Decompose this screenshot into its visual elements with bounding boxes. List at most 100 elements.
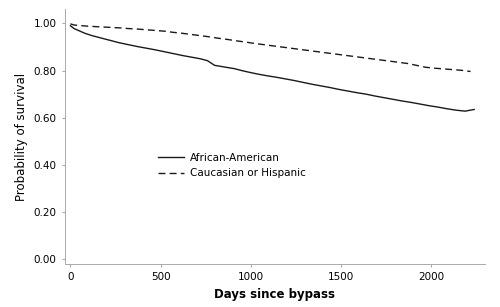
Caucasian or Hispanic [68, 22, 73, 26]
African-American [68, 24, 73, 28]
African-American [219, 65, 225, 68]
African-American [381, 96, 387, 99]
African-American [453, 108, 459, 112]
Caucasian or Hispanic [116, 26, 122, 30]
Caucasian or Hispanic [296, 48, 302, 51]
African-American [300, 80, 306, 84]
Caucasian or Hispanic [242, 40, 248, 44]
Caucasian or Hispanic [332, 52, 338, 56]
African-American [273, 75, 279, 79]
African-American [179, 54, 185, 57]
Caucasian or Hispanic [197, 34, 203, 37]
Caucasian or Hispanic [260, 43, 266, 46]
Caucasian or Hispanic [89, 25, 95, 28]
African-American [417, 102, 423, 106]
African-American [188, 55, 194, 59]
African-American [116, 41, 122, 45]
African-American [426, 104, 432, 107]
Caucasian or Hispanic [396, 60, 402, 64]
African-American [197, 57, 203, 60]
Line: African-American: African-American [70, 26, 474, 111]
African-American [255, 72, 261, 76]
Caucasian or Hispanic [278, 45, 284, 49]
Caucasian or Hispanic [404, 62, 410, 65]
Caucasian or Hispanic [314, 50, 320, 53]
African-American [89, 34, 95, 37]
Caucasian or Hispanic [350, 55, 356, 58]
African-American [246, 70, 252, 74]
Caucasian or Hispanic [233, 39, 239, 43]
African-American [399, 99, 405, 103]
African-American [264, 74, 270, 78]
Caucasian or Hispanic [215, 37, 221, 40]
Caucasian or Hispanic [440, 67, 446, 71]
African-American [291, 79, 297, 82]
X-axis label: Days since bypass: Days since bypass [214, 288, 336, 301]
African-American [125, 43, 131, 46]
Caucasian or Hispanic [179, 31, 185, 35]
African-American [232, 67, 237, 71]
African-American [152, 48, 158, 52]
Legend: African-American, Caucasian or Hispanic: African-American, Caucasian or Hispanic [154, 149, 310, 182]
African-American [345, 89, 351, 93]
Caucasian or Hispanic [288, 46, 294, 50]
Caucasian or Hispanic [224, 37, 230, 41]
African-American [238, 69, 244, 72]
Caucasian or Hispanic [422, 65, 428, 69]
Caucasian or Hispanic [188, 33, 194, 36]
Caucasian or Hispanic [134, 27, 140, 31]
African-American [82, 31, 88, 35]
Y-axis label: Probability of survival: Probability of survival [15, 72, 28, 201]
African-American [224, 66, 230, 69]
African-American [143, 46, 149, 50]
African-American [107, 38, 113, 42]
Caucasian or Hispanic [378, 58, 384, 62]
African-American [372, 94, 378, 98]
African-American [336, 87, 342, 91]
Caucasian or Hispanic [450, 68, 456, 72]
Caucasian or Hispanic [252, 41, 258, 45]
Caucasian or Hispanic [125, 27, 131, 30]
Caucasian or Hispanic [342, 53, 347, 57]
African-American [435, 105, 441, 109]
Caucasian or Hispanic [71, 23, 77, 27]
Caucasian or Hispanic [360, 56, 366, 60]
Caucasian or Hispanic [98, 25, 104, 29]
African-American [327, 86, 333, 89]
African-American [354, 91, 360, 95]
Caucasian or Hispanic [82, 24, 88, 28]
Caucasian or Hispanic [270, 44, 276, 48]
African-American [134, 45, 140, 48]
Caucasian or Hispanic [152, 29, 158, 32]
Caucasian or Hispanic [107, 25, 113, 29]
Caucasian or Hispanic [414, 64, 420, 67]
Line: Caucasian or Hispanic: Caucasian or Hispanic [70, 24, 470, 72]
African-American [471, 108, 477, 111]
African-American [76, 29, 82, 33]
African-American [408, 101, 414, 104]
Caucasian or Hispanic [324, 51, 330, 55]
Caucasian or Hispanic [468, 70, 473, 73]
African-American [98, 36, 104, 40]
African-American [462, 109, 468, 113]
Caucasian or Hispanic [368, 57, 374, 60]
African-American [204, 59, 210, 63]
Caucasian or Hispanic [143, 28, 149, 32]
Caucasian or Hispanic [432, 66, 438, 70]
Caucasian or Hispanic [206, 35, 212, 39]
Caucasian or Hispanic [170, 30, 176, 34]
African-American [363, 92, 369, 96]
African-American [212, 64, 218, 67]
Caucasian or Hispanic [306, 49, 312, 52]
Caucasian or Hispanic [161, 29, 167, 33]
African-American [318, 84, 324, 88]
African-American [390, 98, 396, 101]
African-American [161, 50, 167, 53]
Caucasian or Hispanic [386, 59, 392, 63]
African-American [309, 82, 315, 86]
Caucasian or Hispanic [458, 68, 464, 72]
African-American [282, 77, 288, 81]
African-American [71, 27, 77, 30]
African-American [170, 52, 176, 55]
Caucasian or Hispanic [76, 24, 82, 27]
